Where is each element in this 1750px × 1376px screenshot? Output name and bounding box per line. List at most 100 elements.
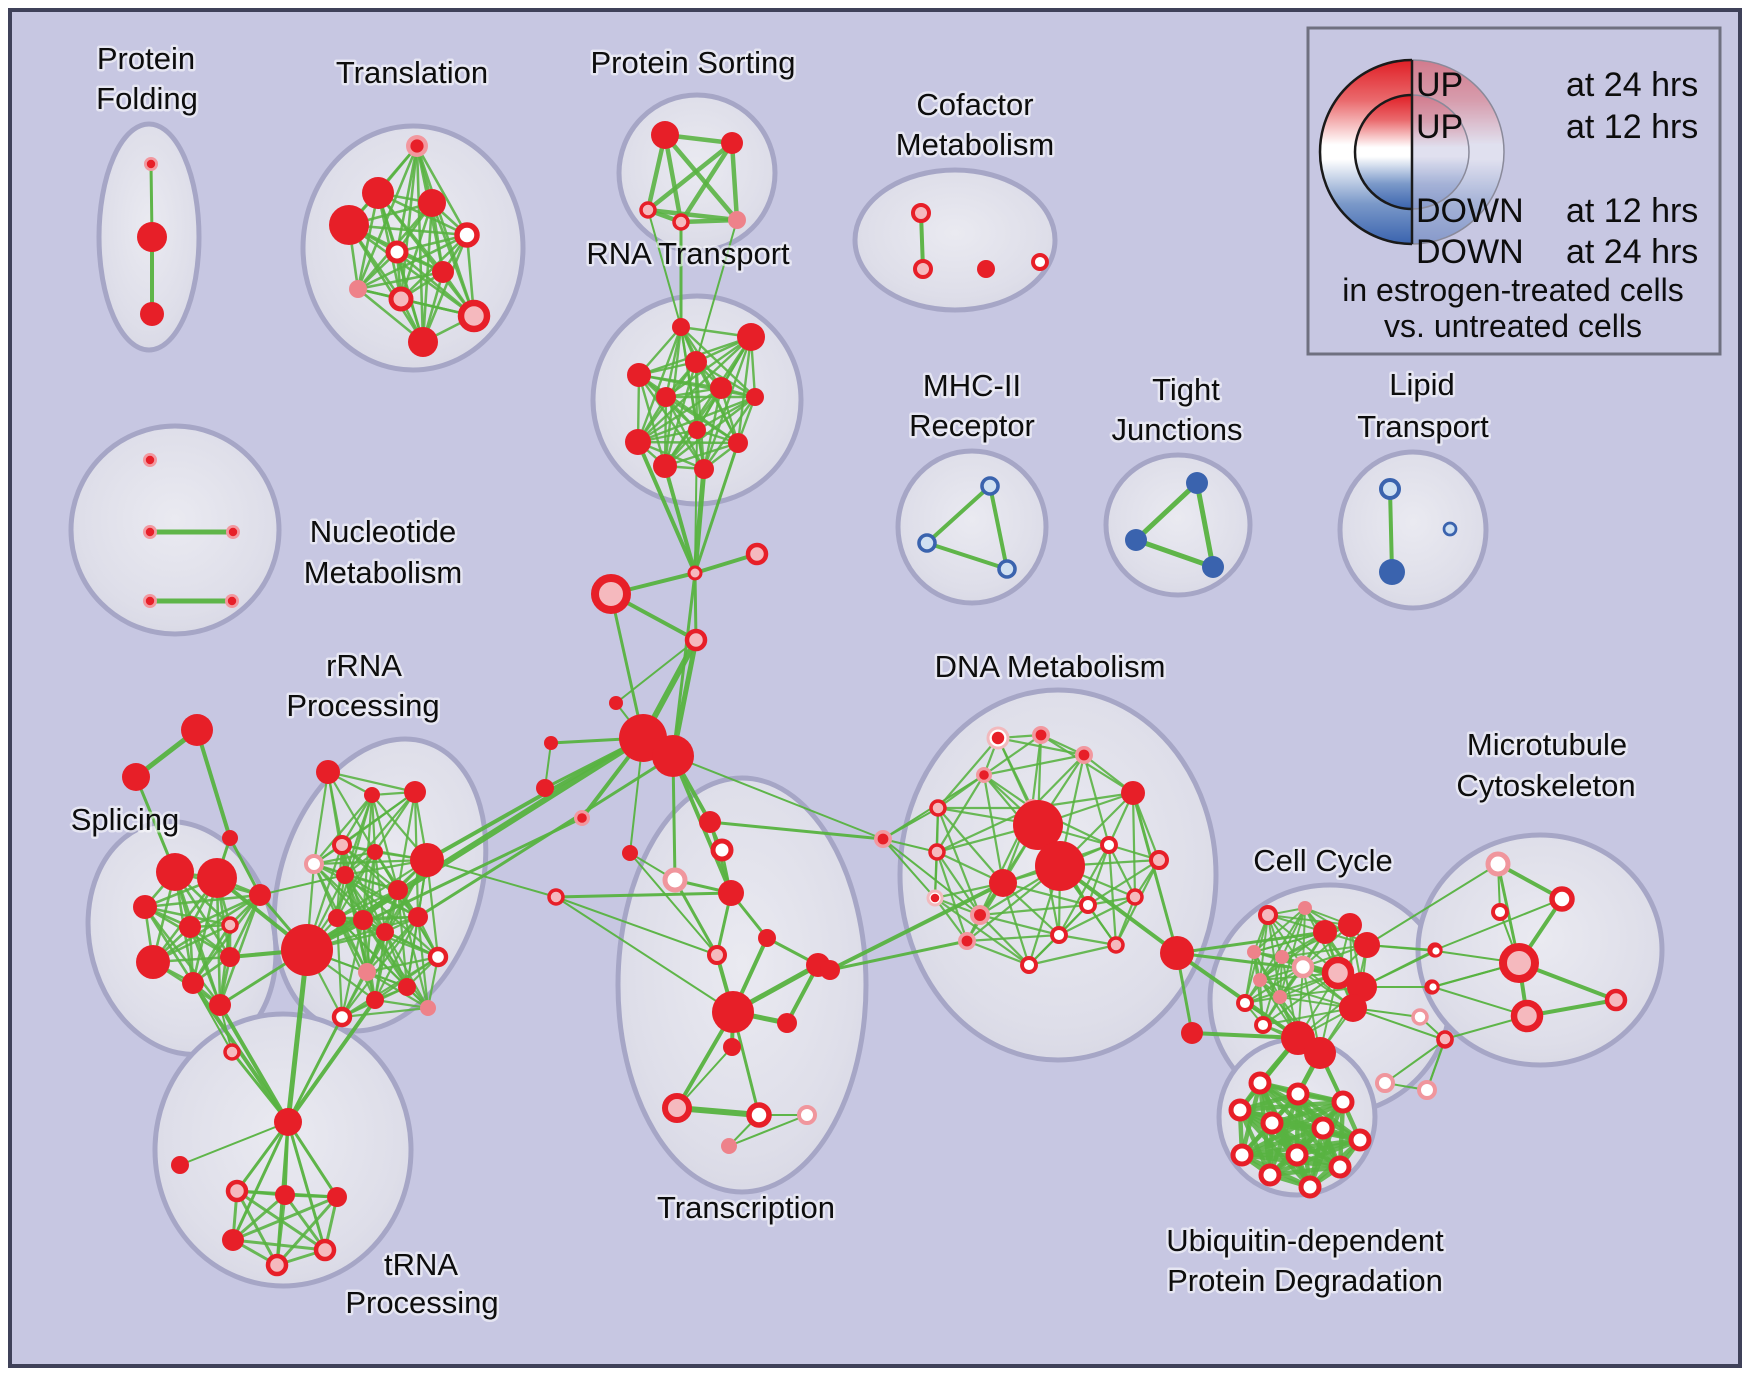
cluster-labels-layer: Protein Folding Translation Protein Sorting…: [68, 39, 1638, 1323]
gene-node-U7: [1348, 1128, 1372, 1152]
interaction-edge: [554, 891, 733, 899]
gene-node-S5: [221, 916, 239, 934]
interaction-edge: [395, 250, 476, 318]
interaction-edge: [729, 140, 740, 223]
interaction-edge: [356, 144, 419, 291]
interaction-edge: [1259, 931, 1326, 981]
gene-node-U11: [1258, 1163, 1282, 1187]
interaction-edge: [637, 373, 706, 471]
interaction-edge: [188, 893, 262, 929]
interaction-edge: [179, 1121, 289, 1166]
interaction-edge: [286, 998, 377, 1124]
gene-node-MT6: [1604, 988, 1628, 1012]
legend-row-up12-level: UP: [1416, 108, 1463, 146]
cluster-label-lipid-transport-0: Lipid: [1389, 367, 1455, 402]
gene-node-HL2: [536, 779, 554, 797]
interaction-edge: [636, 386, 723, 444]
interaction-edge: [231, 1195, 339, 1242]
gene-node-R8: [388, 880, 408, 900]
gene-node-U8: [1285, 1143, 1309, 1167]
gene-node-TR4: [718, 880, 744, 906]
interaction-edge: [218, 893, 262, 1007]
interaction-edge: [678, 217, 740, 225]
interaction-edge: [1175, 930, 1327, 955]
gene-node-DM4: [976, 767, 992, 783]
interaction-edge: [1388, 487, 1394, 574]
interaction-edge: [425, 736, 645, 862]
interaction-edge: [982, 773, 1034, 810]
interaction-edge: [143, 905, 195, 985]
gene-node-MT5: [1510, 999, 1544, 1033]
gene-node-R19: [331, 1006, 353, 1028]
gene-node-DM9: [1035, 841, 1085, 891]
interaction-edge: [702, 335, 753, 471]
interaction-edge: [426, 859, 557, 898]
gene-node-TNL: [171, 1156, 189, 1174]
gene-node-DM17: [1079, 896, 1097, 914]
interaction-edge: [430, 201, 476, 318]
interaction-edge: [1281, 924, 1351, 958]
interaction-edge: [421, 233, 469, 344]
gene-node-TJ1: [1186, 472, 1208, 494]
gene-node-DM15: [1149, 850, 1169, 870]
interaction-edge: [936, 806, 1005, 885]
interaction-edge: [1267, 1164, 1343, 1178]
interaction-edge: [1259, 914, 1269, 981]
gene-node-T1: [406, 135, 428, 157]
legend-note-line1: in estrogen-treated cells: [1342, 272, 1684, 308]
interaction-edge: [1030, 753, 1086, 810]
interaction-edge: [1133, 480, 1200, 543]
interaction-edge: [925, 541, 1009, 571]
interaction-edge: [286, 1015, 344, 1124]
interaction-edge: [695, 395, 757, 432]
gene-node-CC1: [1258, 905, 1278, 925]
gene-node-RT11: [653, 454, 677, 478]
gene-node-RT7: [746, 388, 764, 406]
cluster-ellipse-trna-processing: [152, 1011, 414, 1289]
gene-node-MT1: [1485, 851, 1511, 877]
gene-node-HL1: [544, 736, 558, 750]
interaction-edge: [218, 1003, 290, 1124]
interaction-edge: [615, 639, 697, 704]
interaction-edge: [1237, 1099, 1346, 1113]
interaction-edge: [1027, 943, 1118, 967]
interaction-edge: [343, 873, 409, 989]
cluster-label-protein-folding-0: Protein: [97, 41, 195, 76]
gene-node-CM3: [977, 260, 995, 278]
gene-node-CC13: [1321, 956, 1355, 990]
cluster-label-ubiquitin-degradation-0: Ubiquitin-dependent: [1166, 1223, 1444, 1258]
interaction-edge: [326, 770, 377, 854]
gene-node-RT8: [688, 421, 706, 439]
interaction-edge: [664, 335, 753, 399]
interaction-edge: [1082, 753, 1111, 847]
interaction-edge: [636, 395, 757, 444]
gene-node-T9: [388, 286, 414, 312]
gene-node-RT4: [627, 363, 651, 387]
gene-node-CM2: [913, 259, 933, 279]
gene-node-DM18: [1050, 926, 1068, 944]
gene-node-CC22: [1375, 1073, 1395, 1093]
gene-node-TR1: [699, 811, 721, 833]
cluster-label-tight-junctions-1: Junctions: [1112, 412, 1243, 447]
interaction-edge: [312, 850, 377, 866]
gene-node-CC20: [1411, 1008, 1429, 1026]
interaction-edge: [370, 793, 377, 854]
interaction-edge: [694, 429, 698, 574]
interaction-edge: [1244, 972, 1339, 1004]
interaction-edge: [673, 878, 719, 957]
gene-node-PS4: [672, 213, 690, 231]
gene-node-S12: [223, 1043, 241, 1061]
interaction-edge: [1107, 843, 1118, 947]
interaction-edge: [1057, 843, 1111, 937]
cluster-label-transcription-0: Transcription: [657, 1190, 835, 1225]
gene-node-S2: [197, 858, 237, 898]
gene-node-R2: [364, 787, 380, 803]
gene-node-SPC: [222, 830, 238, 846]
gene-node-HL3: [574, 810, 590, 826]
gene-node-CC2: [1298, 901, 1312, 915]
gene-node-PS1: [651, 121, 679, 149]
interaction-edge: [1281, 944, 1368, 958]
interaction-edge: [828, 939, 969, 972]
interaction-edge: [978, 903, 1090, 917]
gene-node-TR2: [710, 838, 734, 862]
